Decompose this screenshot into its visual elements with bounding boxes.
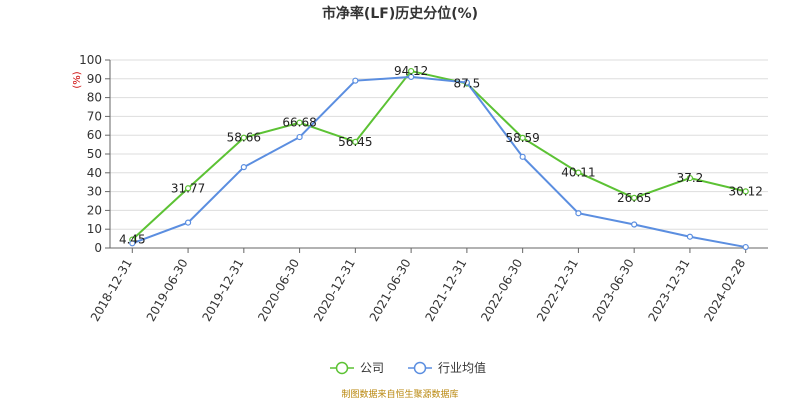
y-tick-label: 100	[79, 53, 102, 67]
y-tick-label: 90	[87, 72, 102, 86]
data-point	[240, 164, 247, 171]
y-axis-unit: (%)	[72, 71, 83, 88]
data-point	[631, 194, 638, 201]
data-point	[184, 185, 192, 192]
series-line-0	[131, 69, 746, 241]
x-tick-label: 2019-12-31	[199, 257, 246, 324]
y-tick-label: 70	[87, 109, 102, 123]
y-tick-label: 50	[87, 147, 102, 161]
data-point	[352, 138, 359, 145]
source-note: 制图数据来自恒生聚源数据库	[341, 388, 458, 400]
x-tick-label: 2022-06-30	[478, 257, 525, 324]
data-label: 4.45	[119, 233, 146, 247]
data-label: 94.12	[394, 64, 428, 78]
x-tick-label: 2019-06-30	[144, 257, 191, 324]
data-label: 40.11	[561, 166, 595, 180]
x-tick-label: 2021-06-30	[367, 257, 414, 324]
legend-marker	[413, 361, 427, 375]
data-label: 37.2	[677, 171, 704, 185]
y-tick-label: 30	[87, 185, 102, 199]
x-tick-label: 2023-06-30	[590, 257, 637, 324]
data-label: 58.66	[227, 131, 261, 145]
data-point	[296, 133, 303, 141]
data-point	[296, 119, 303, 126]
y-tick-label: 40	[87, 166, 102, 180]
data-point	[519, 153, 526, 160]
data-point	[575, 169, 582, 176]
x-tick-label: 2023-12-31	[646, 257, 693, 324]
data-point	[742, 188, 749, 195]
data-point	[519, 134, 526, 141]
data-point	[408, 73, 415, 81]
data-label: 56.45	[338, 135, 372, 149]
data-label: 26.65	[617, 191, 651, 205]
data-point	[240, 134, 247, 141]
data-label: 66.68	[282, 116, 316, 130]
y-tick-label: 0	[94, 241, 102, 255]
data-point	[686, 233, 694, 240]
x-tick-label: 2024-02-28	[701, 257, 748, 324]
legend-label: 公司	[360, 361, 384, 375]
data-label: 31.77	[171, 181, 205, 195]
y-tick-label: 20	[87, 203, 102, 217]
data-point	[631, 221, 638, 228]
x-tick-label: 2018-12-31	[88, 257, 135, 324]
x-tick-label: 2020-06-30	[255, 257, 302, 324]
data-label: 87.5	[454, 77, 481, 91]
data-point	[686, 174, 694, 182]
legend-label: 行业均值	[438, 360, 486, 375]
y-tick-label: 60	[87, 128, 102, 142]
legend-marker	[335, 361, 349, 375]
data-label: 30.12	[729, 184, 763, 198]
chart-title: 市净率(LF)历史分位(%)	[322, 5, 478, 22]
data-point	[184, 219, 192, 226]
series-line-1	[131, 75, 746, 249]
y-tick-label: 10	[87, 222, 102, 236]
y-tick-label: 80	[87, 91, 102, 105]
data-point	[575, 210, 582, 217]
x-tick-label: 2022-12-31	[534, 257, 581, 324]
data-label: 58.59	[505, 131, 539, 145]
data-point	[408, 67, 415, 75]
data-point	[463, 79, 470, 86]
x-tick-label: 2020-12-31	[311, 257, 358, 324]
data-point	[352, 77, 359, 84]
data-point	[129, 240, 136, 247]
x-tick-label: 2021-12-31	[422, 257, 469, 324]
data-point	[742, 243, 749, 251]
